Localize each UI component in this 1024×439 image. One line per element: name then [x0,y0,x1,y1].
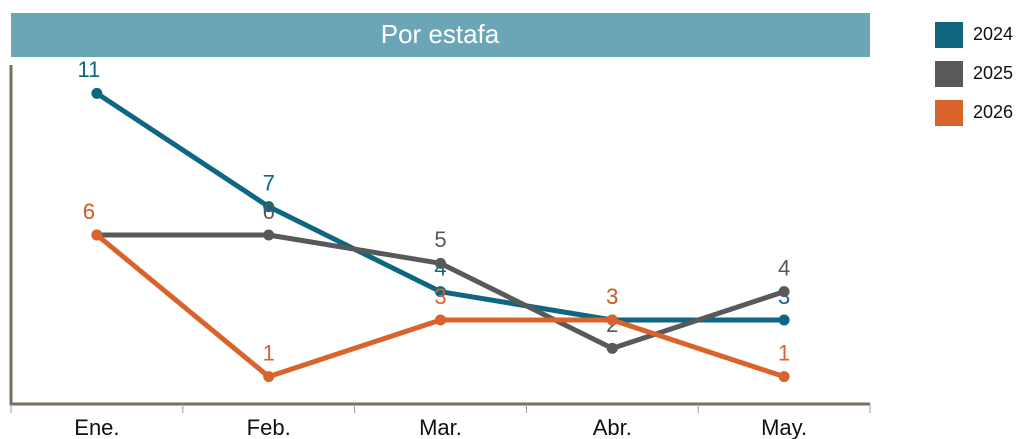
x-tick-label: Mar. [419,415,462,439]
data-point [435,314,446,326]
data-point [606,342,618,354]
x-tick-label: Ene. [74,415,119,439]
data-point [778,314,790,326]
data-label: 6 [83,199,95,224]
data-point [263,201,275,213]
data-point [435,257,446,269]
title-banner [11,13,870,57]
chart-title: Por estafa [381,19,500,49]
data-label: 6 [263,199,275,224]
data-label: 7 [263,170,275,195]
legend-label: 2024 [973,24,1013,44]
data-label: 3 [606,284,618,309]
legend-swatch [935,22,963,48]
data-label: 3 [606,284,618,309]
data-point [263,229,275,241]
data-label: 1 [778,340,790,365]
x-tick-label: Feb. [247,415,291,439]
data-label: 4 [778,255,790,280]
data-label: 1 [263,340,275,365]
data-point [91,87,103,99]
data-point [778,286,790,298]
x-tick-label: Abr. [593,415,632,439]
data-label: 11 [77,57,100,82]
x-tick-label: May. [761,415,807,439]
data-point [263,371,275,383]
legend-label: 2026 [973,102,1013,122]
data-label: 6 [83,199,95,224]
legend-swatch [935,61,963,87]
data-point [778,371,790,383]
legend-swatch [935,100,963,126]
data-label: 3 [434,284,446,309]
data-point [435,286,446,298]
legend-label: 2025 [973,63,1013,83]
data-label: 5 [434,227,446,252]
data-point [91,229,103,241]
data-point [606,314,618,326]
